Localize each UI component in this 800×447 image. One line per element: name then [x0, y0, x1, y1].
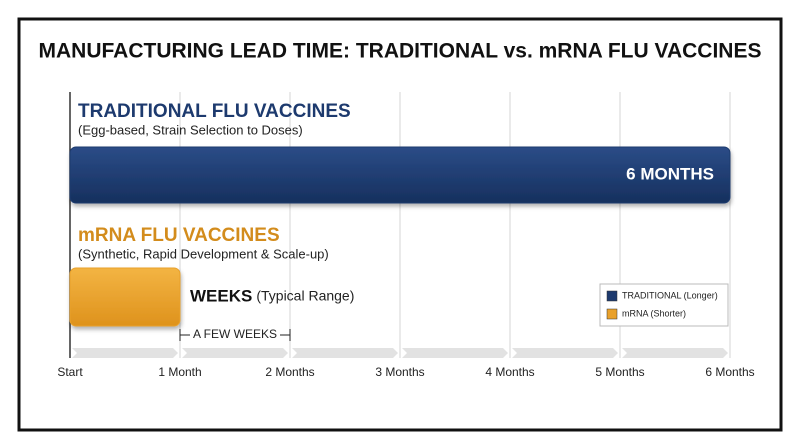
- legend-swatch: [606, 308, 618, 320]
- legend-swatch: [606, 290, 618, 302]
- x-tick-label: 6 Months: [705, 365, 754, 379]
- chart-title: MANUFACTURING LEAD TIME: TRADITIONAL vs.…: [39, 40, 762, 63]
- annotation: (Typical Range): [256, 288, 354, 304]
- annotation: A FEW WEEKS: [193, 327, 277, 341]
- legend-label: TRADITIONAL (Longer): [622, 290, 718, 300]
- legend-box: [599, 283, 729, 327]
- timeline-segment: [512, 348, 618, 358]
- legend-label: mRNA (Shorter): [622, 308, 686, 318]
- category-note: (Synthetic, Rapid Development & Scale-up…: [78, 246, 329, 261]
- x-tick-label: 1 Month: [158, 365, 201, 379]
- value-label: 6 MONTHS: [626, 164, 714, 183]
- timeline-segment: [182, 348, 288, 358]
- value-label: WEEKS: [190, 286, 252, 305]
- category-note: (Egg-based, Strain Selection to Doses): [78, 122, 303, 137]
- timeline-segment: [292, 348, 398, 358]
- timeline-segment: [402, 348, 508, 358]
- category-label: TRADITIONAL FLU VACCINES: [78, 101, 351, 122]
- category-label: mRNA FLU VACCINES: [78, 225, 280, 246]
- x-tick-label: 4 Months: [485, 365, 534, 379]
- timeline-segment: [622, 348, 728, 358]
- timeline-segment: [72, 348, 178, 358]
- bar: [69, 267, 181, 327]
- x-tick-label: Start: [57, 365, 83, 379]
- x-tick-label: 2 Months: [265, 365, 314, 379]
- x-tick-label: 5 Months: [595, 365, 644, 379]
- bar: [69, 146, 731, 204]
- x-tick-label: 3 Months: [375, 365, 424, 379]
